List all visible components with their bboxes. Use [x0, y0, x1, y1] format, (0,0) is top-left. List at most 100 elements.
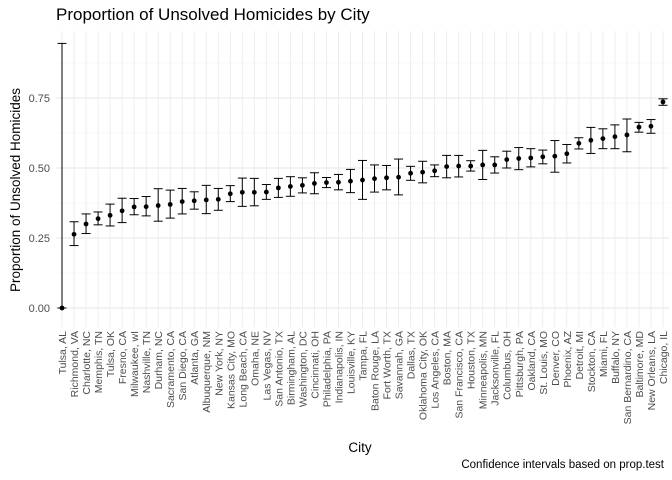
x-tick-label: Las Vegas, NV — [261, 331, 273, 400]
y-axis-ticks: 0.00 0.25 0.50 0.75 — [29, 93, 50, 315]
x-tick-label: Minneapolis, MN — [478, 331, 490, 409]
data-point — [456, 163, 462, 169]
data-point — [83, 221, 89, 227]
data-point — [396, 174, 401, 180]
x-tick-label: San Bernardino, CA — [622, 331, 634, 424]
data-point — [612, 134, 618, 140]
data-point — [504, 157, 510, 163]
data-points — [59, 99, 666, 311]
data-point — [167, 202, 173, 207]
data-point — [336, 179, 341, 185]
x-axis-ticks: Tulsa, AL Richmond, VA Charlotte, NC Memphi… — [57, 330, 670, 424]
x-tick-label: Durham, NC — [153, 331, 165, 390]
x-tick-label: Los Angeles, CA — [430, 331, 442, 409]
data-point — [636, 124, 642, 130]
data-point — [360, 177, 365, 183]
x-tick-label: New York, NY — [213, 331, 225, 396]
data-point — [155, 203, 161, 208]
x-tick-label: Boston, MA — [442, 331, 454, 385]
data-point — [227, 191, 233, 197]
data-point — [648, 123, 654, 129]
x-tick-label: Sacramento, CA — [165, 331, 177, 408]
data-point — [444, 164, 450, 170]
x-tick-label: Richmond, VA — [69, 331, 81, 397]
data-point — [324, 180, 329, 185]
x-tick-label: San Antonio, TX — [273, 331, 285, 407]
data-point — [179, 199, 185, 205]
chart-caption: Confidence intervals based on prop.test — [461, 459, 664, 471]
data-point — [468, 163, 474, 169]
x-tick-label: Fort Worth, TX — [382, 331, 394, 399]
y-axis-title: Proportion of Unsolved Homicides — [8, 88, 23, 292]
x-tick-label: Milwaukee, wI — [129, 331, 141, 397]
x-tick-label: Oklahoma City, OK — [418, 331, 430, 420]
data-point — [263, 189, 269, 195]
x-tick-label: Long Beach, CA — [237, 331, 249, 407]
x-tick-label: Kansas City, MO — [225, 331, 237, 409]
data-point — [287, 184, 293, 189]
x-tick-label: Louisville, KY — [345, 331, 357, 394]
grid-lines — [56, 31, 669, 327]
x-axis-title: City — [348, 440, 371, 455]
x-tick-label: San Diego, CA — [177, 331, 189, 400]
x-tick-label: Birmingham, AL — [285, 331, 297, 405]
data-point — [119, 208, 125, 214]
data-point — [432, 168, 438, 174]
data-point — [660, 99, 666, 105]
data-point — [95, 216, 101, 222]
data-point — [624, 132, 630, 138]
x-tick-label: Jacksonville, FL — [490, 331, 502, 406]
data-point — [275, 185, 281, 191]
data-point — [191, 198, 197, 204]
x-tick-label: Tulsa, OK — [105, 331, 117, 377]
x-tick-label: Chicago, IL — [658, 331, 670, 384]
x-tick-label: Stockton, CA — [586, 331, 598, 392]
x-tick-label: Omaha, NE — [249, 331, 261, 386]
data-point — [107, 212, 113, 218]
x-tick-label: Denver, CO — [550, 331, 562, 386]
x-tick-label: St. Louis, MO — [538, 331, 550, 395]
x-tick-label: Charlotte, NC — [81, 331, 93, 395]
chart-title: Proportion of Unsolved Homicides by City — [56, 5, 370, 24]
data-point — [408, 170, 413, 176]
x-tick-label: San Francisco, CA — [454, 331, 466, 419]
data-point — [300, 182, 305, 188]
data-point — [576, 140, 582, 146]
x-tick-label: Houston, TX — [466, 331, 478, 389]
x-tick-label: Tulsa, AL — [57, 331, 69, 375]
data-point — [384, 175, 389, 181]
x-tick-label: Atlanta, GA — [189, 331, 201, 385]
x-tick-label: Savannah, GA — [394, 331, 406, 399]
data-point — [516, 156, 522, 161]
data-point — [420, 169, 425, 175]
error-bar — [57, 42, 67, 309]
x-tick-label: Indianapolis, IN — [333, 331, 345, 403]
x-tick-label: Columbus, OH — [502, 331, 514, 400]
data-point — [600, 136, 606, 142]
data-point — [492, 162, 498, 168]
x-tick-label: Tampa, FL — [358, 331, 370, 381]
data-point — [540, 154, 546, 160]
x-tick-label: Cincinnati, OH — [309, 331, 321, 399]
y-tick-label: 0.75 — [29, 93, 50, 105]
data-point — [131, 204, 137, 210]
x-tick-label: Fresno, CA — [117, 331, 129, 384]
data-point — [528, 155, 534, 161]
x-tick-label: Baton Rouge, LA — [370, 331, 382, 411]
data-point — [71, 231, 77, 237]
data-point — [348, 178, 353, 184]
x-tick-label: Albuquerque, NM — [201, 331, 213, 413]
y-tick-label: 0.50 — [29, 163, 50, 175]
x-tick-label: Phoenix, AZ — [562, 330, 574, 387]
x-tick-label: Buffalo, NY — [610, 331, 622, 384]
x-tick-label: Baltimore, MD — [634, 331, 646, 398]
x-tick-label: Dallas, TX — [406, 331, 418, 379]
x-tick-label: New Orleans, LA — [646, 331, 658, 410]
data-point — [552, 153, 558, 159]
x-tick-label: Memphis, TN — [93, 331, 105, 393]
data-point — [588, 137, 594, 143]
x-tick-label: Washington, DC — [297, 331, 309, 407]
x-tick-label: Detroit, MI — [574, 331, 586, 379]
data-point — [203, 197, 209, 203]
